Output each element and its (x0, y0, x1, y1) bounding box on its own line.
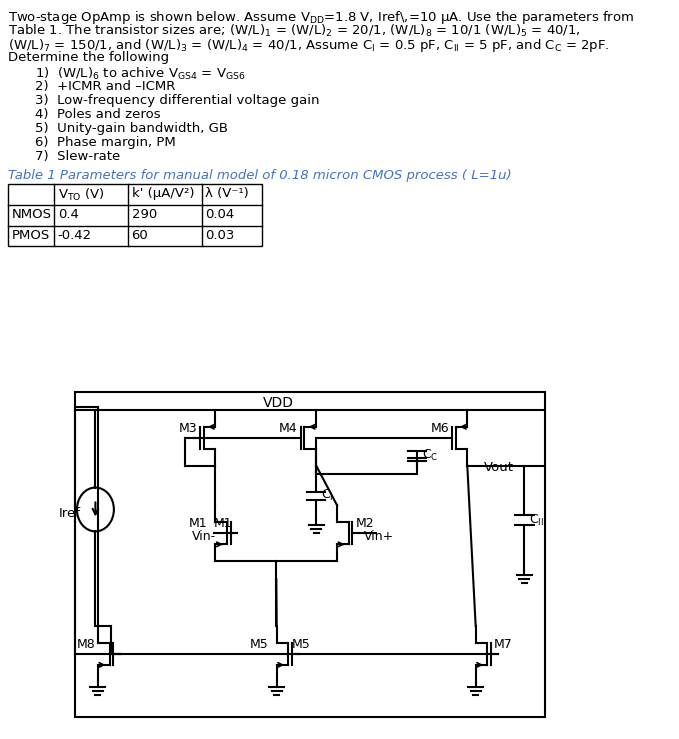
Text: M5: M5 (250, 638, 269, 651)
Text: Vout: Vout (484, 461, 514, 474)
Text: VDD: VDD (263, 396, 294, 410)
Text: 6)  Phase margin, PM: 6) Phase margin, PM (35, 136, 176, 149)
Text: k' (μA/V²): k' (μA/V²) (132, 187, 194, 200)
Text: M7: M7 (494, 638, 513, 651)
Bar (8, 184, 263, 247)
Text: 0.03: 0.03 (205, 228, 235, 242)
Text: NMOS: NMOS (12, 208, 52, 221)
Text: PMOS: PMOS (12, 228, 50, 242)
Text: Vin-: Vin- (192, 530, 216, 543)
Text: M1: M1 (214, 517, 232, 531)
Text: 60: 60 (132, 228, 148, 242)
Text: (W/L)$_7$ = 150/1, and (W/L)$_3$ = (W/L)$_4$ = 40/1, Assume C$_\mathrm{I}$ = 0.5: (W/L)$_7$ = 150/1, and (W/L)$_3$ = (W/L)… (8, 37, 610, 54)
Text: Determine the following: Determine the following (8, 51, 169, 64)
Text: Table 1 Parameters for manual model of 0.18 micron CMOS process ( L=1u): Table 1 Parameters for manual model of 0… (8, 168, 512, 182)
Text: 5)  Unity-gain bandwidth, GB: 5) Unity-gain bandwidth, GB (35, 122, 228, 135)
Text: Vin+: Vin+ (364, 530, 394, 543)
Text: M4: M4 (279, 422, 298, 435)
Text: Table 1. The transistor sizes are; (W/L)$_1$ = (W/L)$_2$ = 20/1, (W/L)$_8$ = 10/: Table 1. The transistor sizes are; (W/L)… (8, 24, 581, 39)
Text: 0.04: 0.04 (205, 208, 235, 221)
Text: M3: M3 (179, 422, 197, 435)
Text: Two-stage OpAmp is shown below. Assume V$_{\mathsf{DD}}$=1.8 V, Iref\,=10 μA. Us: Two-stage OpAmp is shown below. Assume V… (8, 10, 634, 27)
Text: λ (V⁻¹): λ (V⁻¹) (205, 187, 249, 200)
Text: -0.42: -0.42 (58, 228, 92, 242)
Text: C$_\mathrm{C}$: C$_\mathrm{C}$ (422, 448, 439, 463)
Text: V$_{\rm TO}$ (V): V$_{\rm TO}$ (V) (58, 187, 105, 202)
Text: 3)  Low-frequency differential voltage gain: 3) Low-frequency differential voltage ga… (35, 94, 319, 107)
Text: C$_\mathrm{I}$: C$_\mathrm{I}$ (321, 488, 334, 503)
Text: 7)  Slew-rate: 7) Slew-rate (35, 150, 120, 163)
Text: 1)  (W/L)$_6$ to achive V$_{\rm GS4}$ = V$_{\rm GS6}$: 1) (W/L)$_6$ to achive V$_{\rm GS4}$ = V… (35, 67, 246, 82)
Text: 4)  Poles and zeros: 4) Poles and zeros (35, 108, 161, 121)
Text: M2: M2 (356, 517, 374, 531)
Text: 2)  +ICMR and –ICMR: 2) +ICMR and –ICMR (35, 80, 175, 93)
Text: M1: M1 (189, 517, 207, 531)
Text: M5: M5 (292, 638, 310, 651)
Bar (75, 392, 545, 717)
Text: M6: M6 (430, 422, 449, 435)
Text: 0.4: 0.4 (58, 208, 79, 221)
Text: 290: 290 (132, 208, 157, 221)
Text: Iref: Iref (58, 507, 81, 520)
Text: C$_\mathrm{II}$: C$_\mathrm{II}$ (530, 513, 545, 528)
Text: M8: M8 (77, 638, 96, 651)
